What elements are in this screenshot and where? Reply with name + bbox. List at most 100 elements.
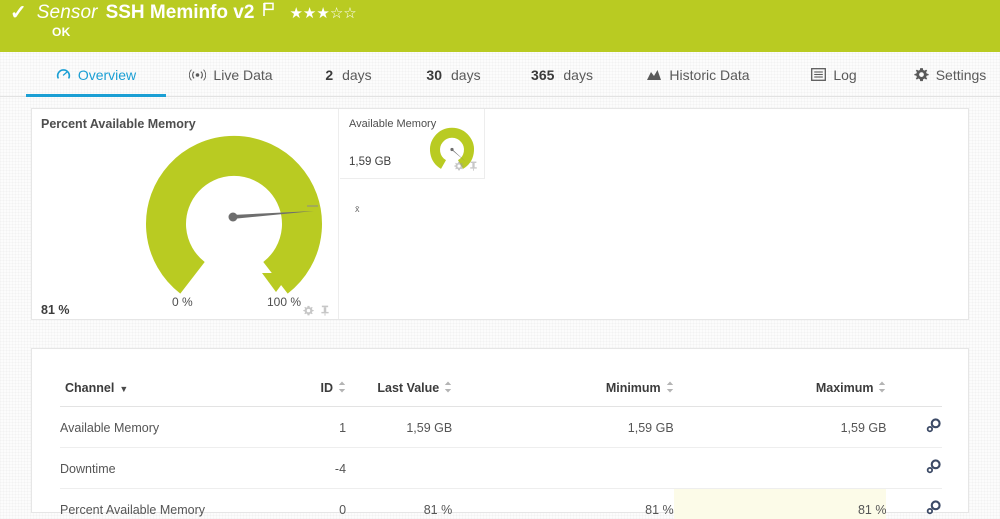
small-gauge-controls [454, 159, 478, 175]
sort-icon [444, 381, 452, 396]
sort-icon [878, 381, 886, 396]
small-gauge-graphic [428, 126, 476, 177]
tab-label: Overview [77, 66, 137, 83]
cell-id: 1 [280, 406, 347, 448]
tab-label: days [451, 66, 481, 83]
cell-id: -4 [280, 447, 347, 489]
gear-icon[interactable] [454, 159, 464, 175]
cell-maximum: 1,59 GB [673, 406, 887, 448]
column-header-id[interactable]: ID [280, 380, 347, 407]
chevron-down-icon: ▼ [119, 383, 129, 394]
primary-gauge-block: Percent Available Memory x̄ 0 % 100 % 81… [32, 109, 360, 320]
column-header-actions [886, 380, 942, 407]
gear-icon [914, 67, 929, 82]
gears-icon[interactable] [924, 418, 942, 437]
star-empty-4: ☆ [329, 4, 344, 22]
tab-live-data[interactable]: Live Data [166, 52, 296, 97]
rating-stars[interactable]: ★★★☆☆ [289, 6, 356, 21]
cell-channel: Available Memory [60, 406, 281, 448]
cell-last-value: 81 % [346, 488, 453, 519]
gears-icon[interactable] [924, 459, 942, 478]
small-gauge-block: Available Memory 1,59 GB [340, 109, 485, 179]
small-gauge-value: 1,59 GB [349, 156, 392, 168]
star-empty-5: ☆ [343, 4, 357, 22]
tab-label: days [563, 66, 593, 83]
cell-minimum [452, 447, 674, 489]
cell-actions[interactable] [886, 447, 942, 489]
tab-label: days [342, 66, 372, 83]
tab-bar: Overview Live Data 2 days [0, 52, 1000, 97]
small-gauge-title: Available Memory [349, 118, 437, 130]
gears-icon[interactable] [924, 500, 942, 519]
gauge-scale-min: 0 % [172, 295, 193, 309]
cell-minimum: 81 % [452, 488, 674, 519]
column-label: Last Value [377, 381, 440, 395]
star-filled-1: ★ [289, 4, 303, 22]
column-label: ID [320, 381, 334, 395]
cell-last-value [346, 447, 453, 489]
cell-channel: Percent Available Memory [60, 488, 281, 519]
primary-gauge-title: Percent Available Memory [41, 117, 196, 131]
column-header-channel[interactable]: Channel ▼ [60, 380, 281, 407]
gear-icon[interactable] [303, 304, 314, 320]
cell-maximum: 81 % [673, 488, 887, 519]
column-header-last-value[interactable]: Last Value [346, 380, 453, 407]
tab-days-count: 365 [531, 66, 555, 83]
chart-icon [646, 68, 662, 81]
tab-label: Settings [935, 66, 987, 83]
pin-icon[interactable] [469, 159, 478, 175]
sort-icon [666, 381, 674, 396]
log-icon [811, 68, 827, 81]
column-label: Minimum [605, 381, 661, 395]
tab-label: Historic Data [669, 66, 750, 83]
tab-settings[interactable]: Settings [890, 52, 1000, 97]
primary-gauge-controls [303, 304, 330, 320]
tab-label: Log [833, 66, 857, 83]
star-filled-2: ★ [302, 4, 317, 22]
gauges-panel: Percent Available Memory x̄ 0 % 100 % 81… [31, 108, 969, 320]
table-header-row: Channel ▼ ID Last Value Minimum [60, 380, 942, 407]
table-row[interactable]: Downtime -4 [60, 447, 942, 489]
sensor-kind-label: Sensor [36, 2, 98, 23]
primary-gauge-graphic [144, 126, 324, 301]
gauge-icon [56, 67, 71, 82]
cell-id: 0 [280, 488, 347, 519]
tab-365-days[interactable]: 365 days [506, 52, 618, 97]
live-signal-icon [189, 68, 207, 82]
cell-minimum: 1,59 GB [452, 406, 674, 448]
column-label: Maximum [815, 381, 874, 395]
sensor-header-bar: ✓ Sensor SSH Meminfo v2 ★★★☆☆ OK [0, 0, 1000, 52]
channels-table: Channel ▼ ID Last Value Minimum [60, 380, 942, 519]
tab-days-count: 2 [325, 66, 334, 83]
star-filled-3: ★ [316, 4, 330, 22]
status-badge: OK [52, 25, 71, 39]
pin-icon[interactable] [320, 304, 330, 320]
cell-last-value: 1,59 GB [346, 406, 453, 448]
column-header-maximum[interactable]: Maximum [673, 380, 887, 407]
cell-maximum [673, 447, 887, 489]
tab-overview[interactable]: Overview [26, 52, 166, 97]
tab-label: Live Data [213, 66, 273, 83]
tab-log[interactable]: Log [778, 52, 890, 97]
table-row[interactable]: Available Memory 1 1,59 GB 1,59 GB 1,59 … [60, 406, 942, 448]
gauge-scale-max: 100 % [267, 295, 302, 309]
cell-actions[interactable] [886, 488, 942, 519]
column-header-minimum[interactable]: Minimum [452, 380, 674, 407]
tab-days-count: 30 [426, 66, 442, 83]
primary-gauge-value: 81 % [41, 303, 70, 317]
column-label: Channel [65, 380, 115, 395]
tab-30-days[interactable]: 30 days [401, 52, 506, 97]
cell-channel: Downtime [60, 447, 281, 489]
mean-marker-label: x̄ [355, 204, 360, 214]
channels-panel: Channel ▼ ID Last Value Minimum [31, 348, 969, 519]
cell-actions[interactable] [886, 406, 942, 448]
sensor-header-title-row: ✓ Sensor SSH Meminfo v2 ★★★☆☆ [10, 2, 357, 24]
check-icon: ✓ [10, 2, 27, 24]
flag-icon[interactable] [262, 2, 275, 20]
page-title: SSH Meminfo v2 [105, 2, 255, 23]
tab-2-days[interactable]: 2 days [296, 52, 401, 97]
tab-historic-data[interactable]: Historic Data [618, 52, 778, 97]
table-row[interactable]: Percent Available Memory 0 81 % 81 % 81 … [60, 488, 942, 519]
sort-icon [338, 381, 346, 396]
